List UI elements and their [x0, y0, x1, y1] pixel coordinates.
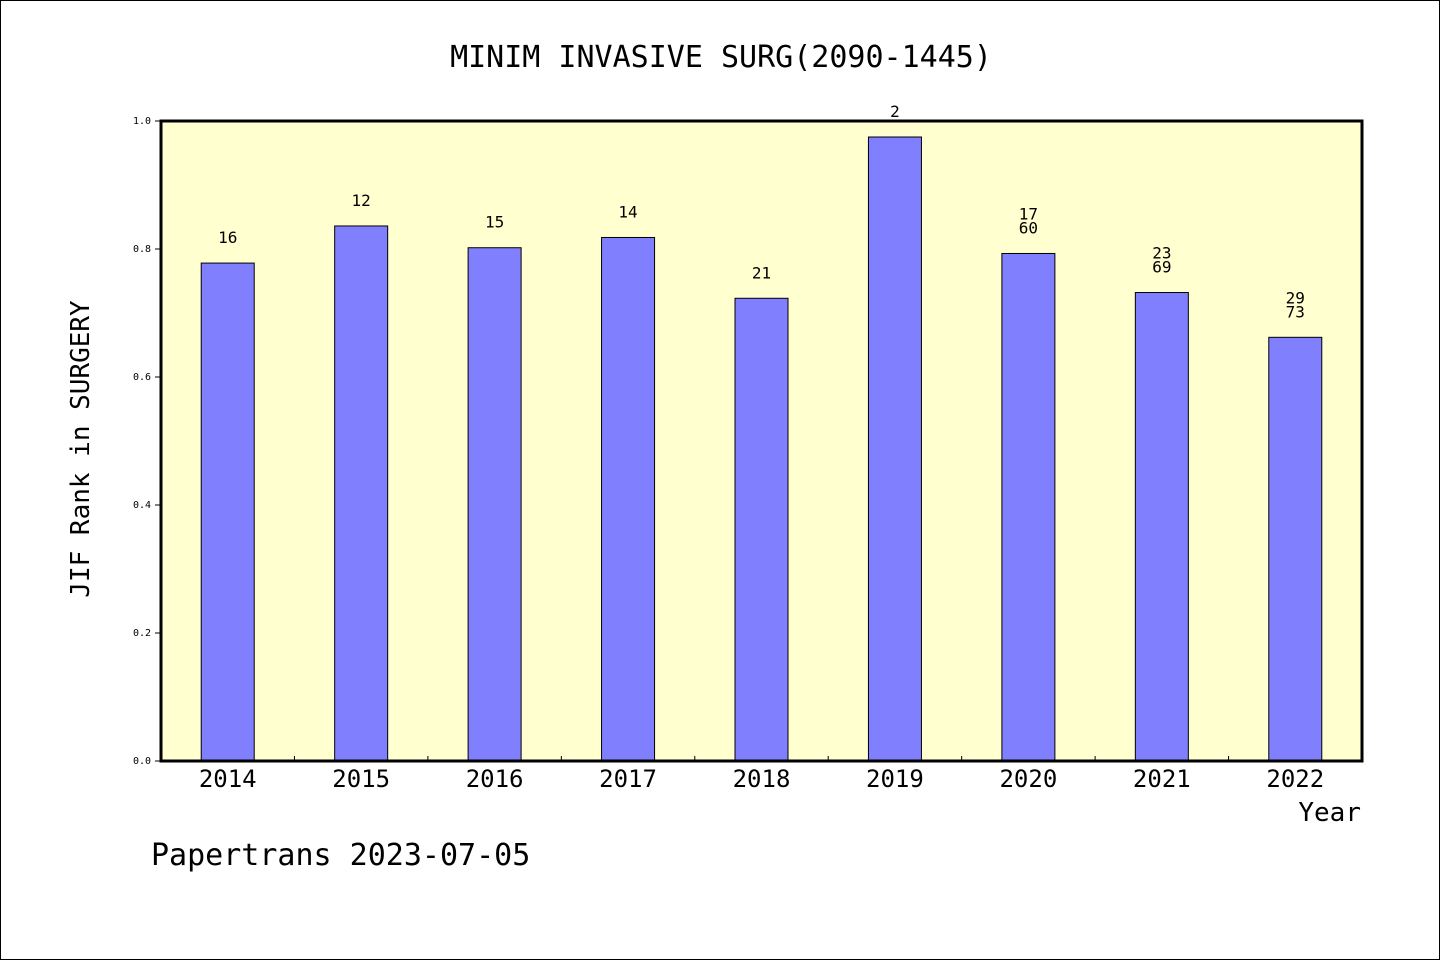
bar-label: 23 [1152, 244, 1171, 263]
y-tick-label: 0.8 [133, 244, 151, 255]
bar-label: 73 [1286, 302, 1305, 321]
x-tick-label: 2019 [866, 765, 924, 793]
bar-label: 12 [352, 191, 371, 210]
x-tick-label: 2018 [733, 765, 791, 793]
x-tick-label: 2014 [199, 765, 257, 793]
y-axis: 0.0 0.2 0.4 0.6 0.8 1.0 [133, 116, 161, 767]
bar-label: 16 [218, 228, 237, 247]
y-tick-label: 0.0 [133, 756, 151, 767]
y-tick-label: 1.0 [133, 116, 151, 127]
bar-2016 [467, 247, 522, 762]
bar-label: 60 [1019, 218, 1038, 237]
bar-label: 21 [752, 263, 771, 282]
x-tick-label: 2016 [466, 765, 524, 793]
bar-2014 [200, 262, 255, 762]
bar-label: 29 [1286, 288, 1305, 307]
bar-label: 14 [618, 202, 637, 221]
x-tick-label: 2021 [1133, 765, 1191, 793]
x-axis-title: Year [1298, 798, 1361, 828]
x-tick-label: 2015 [332, 765, 390, 793]
x-tick-label: 2017 [599, 765, 657, 793]
bar-label: 69 [1152, 258, 1171, 277]
bar-2018 [734, 297, 789, 762]
bar-2020 [1001, 252, 1056, 762]
bar-2022 [1268, 336, 1323, 762]
y-tick-label: 0.6 [133, 372, 151, 383]
footer-text: Papertrans 2023-07-05 [151, 838, 530, 873]
bars-group [200, 136, 1323, 762]
bar-2019 [867, 136, 922, 762]
x-tick-label: 2022 [1266, 765, 1324, 793]
y-tick-label: 0.2 [133, 628, 151, 639]
chart-title: MINIM INVASIVE SURG(2090-1445) [450, 40, 992, 75]
bar-2021 [1134, 292, 1189, 762]
x-tick-label: 2020 [999, 765, 1057, 793]
plot-border [159, 119, 1364, 763]
y-axis-title: JIF Rank in SURGERY [66, 300, 96, 598]
bar-label: 17 [1019, 204, 1038, 223]
bar-2017 [601, 236, 656, 762]
y-tick-label: 0.4 [133, 500, 151, 511]
x-axis: 2014 2015 2016 2017 2018 2019 2020 2021 2022 [199, 756, 1324, 793]
bar-label: 2 [890, 102, 900, 121]
bar-2015 [334, 225, 389, 762]
bar-label: 15 [485, 213, 504, 232]
